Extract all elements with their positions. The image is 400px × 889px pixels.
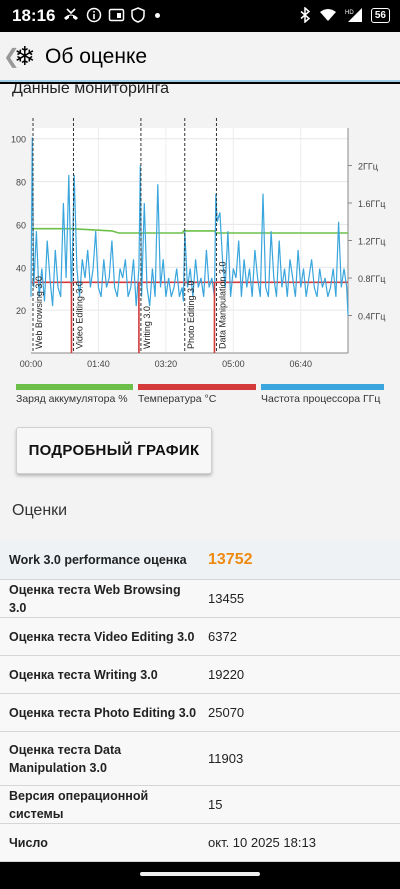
score-row: Версия операционной системы 15 xyxy=(0,786,400,824)
wifi-icon xyxy=(319,9,336,21)
monitoring-section-title: Данные мониторинга xyxy=(12,84,170,97)
x-tick-label: 06:40 xyxy=(290,359,313,369)
legend-cpu-swatch xyxy=(261,384,384,390)
score-row: Оценка теста Data Manipulation 3.0 11903 xyxy=(0,732,400,786)
legend-temperature-swatch xyxy=(138,384,256,390)
y-left-tick-label: 80 xyxy=(16,178,26,188)
x-tick-label: 03:20 xyxy=(155,359,178,369)
score-row: Оценка теста Video Editing 3.0 6372 xyxy=(0,618,400,656)
status-time: 18:16 xyxy=(12,6,56,25)
score-value: 13752 xyxy=(208,550,253,568)
score-row: Оценка теста Photo Editing 3.0 25070 xyxy=(0,694,400,732)
score-row: Число окт. 10 2025 18:13 xyxy=(0,824,400,862)
legend-temperature-label: Температура °C xyxy=(138,393,217,405)
score-row: Оценка теста Writing 3.0 19220 xyxy=(0,656,400,694)
score-label: Оценка теста Photo Editing 3.0 xyxy=(9,705,197,720)
phase-label: Photo Editing 3.0 xyxy=(186,280,196,349)
app-bar: ❮ ❄ Об оценке xyxy=(0,32,400,82)
legend-temperature: Температура °C xyxy=(138,384,256,405)
score-label: Work 3.0 performance оценка xyxy=(9,552,187,567)
y-right-tick-label: 1.2ГГц xyxy=(358,237,385,247)
phase-label: Video Editing 3.0 xyxy=(74,281,84,349)
legend-battery-swatch xyxy=(16,384,133,390)
y-left-tick-label: 20 xyxy=(16,306,26,316)
y-right-tick-label: 2ГГц xyxy=(358,162,378,172)
score-value: 6372 xyxy=(208,629,237,644)
detailed-chart-button[interactable]: ПОДРОБНЫЙ ГРАФИК xyxy=(16,427,212,474)
dot-icon xyxy=(155,12,160,18)
back-icon[interactable]: ❮ xyxy=(3,46,20,68)
x-tick-label: 01:40 xyxy=(87,359,110,369)
status-right-icons: HD 56 xyxy=(299,7,390,23)
score-label: Оценка теста Video Editing 3.0 xyxy=(9,629,195,644)
status-left-icons xyxy=(62,7,160,23)
scores-section-title: Оценки xyxy=(12,502,68,519)
score-row: Work 3.0 performance оценка 13752 xyxy=(0,540,400,580)
monitoring-chart: 20 40 60 80 100 0.4ГГц 0.8ГГц 1.2ГГц 1.6ГГц 2ГГц 0… xyxy=(0,108,400,383)
snowflake-logo-icon: ❄ xyxy=(14,41,36,71)
cast-icon xyxy=(108,8,125,22)
legend-cpu-label: Частота процессора ГГц xyxy=(261,393,381,405)
x-tick-label: 05:00 xyxy=(222,359,245,369)
x-tick-label: 00:00 xyxy=(20,359,43,369)
main-content[interactable]: Данные мониторинга 20 40 60 80 100 0.4ГГц 0.8Г… xyxy=(0,84,400,862)
score-value: 25070 xyxy=(208,705,245,720)
phase-label: Writing 3.0 xyxy=(142,306,152,349)
score-value: 19220 xyxy=(208,667,245,682)
score-row: Оценка теста Web Browsing 3.0 13455 xyxy=(0,580,400,618)
shield-icon xyxy=(131,7,145,23)
plot-area xyxy=(31,128,348,353)
status-bar: 18:16 HD 56 xyxy=(0,0,400,32)
battery-icon: 56 xyxy=(370,7,390,23)
legend-battery-label: Заряд аккумулятора % xyxy=(16,393,128,405)
score-label: Число xyxy=(9,835,48,850)
y-left-tick-label: 60 xyxy=(16,220,26,230)
score-value: 15 xyxy=(208,797,223,812)
hd-signal-icon: HD xyxy=(345,8,362,22)
svg-text:HD: HD xyxy=(345,10,354,16)
page-title: Об оценке xyxy=(45,45,148,68)
score-label: Версия операционной системы xyxy=(9,788,149,821)
series-line-2 xyxy=(30,137,349,316)
info-icon xyxy=(86,7,102,23)
y-right-tick-label: 0.8ГГц xyxy=(358,274,385,284)
score-value: окт. 10 2025 18:13 xyxy=(208,835,316,850)
phase-label: Data Manipulation 3.0 xyxy=(217,261,227,349)
y-left-tick-label: 40 xyxy=(16,263,26,273)
score-value: 11903 xyxy=(208,751,244,766)
y-right-tick-label: 1.6ГГц xyxy=(358,199,385,209)
score-label: Оценка теста Web Browsing 3.0 xyxy=(9,582,181,615)
navigation-bar xyxy=(0,862,400,889)
y-left-tick-label: 100 xyxy=(11,135,26,145)
missed-call-icon xyxy=(64,8,78,20)
home-gesture-handle[interactable] xyxy=(140,872,260,876)
score-label: Оценка теста Writing 3.0 xyxy=(9,667,158,682)
score-label: Оценка теста Data Manipulation 3.0 xyxy=(9,742,122,775)
score-value: 13455 xyxy=(208,591,245,606)
phase-label: Web Browsing 3.0 xyxy=(34,276,44,349)
legend-cpu: Частота процессора ГГц xyxy=(261,384,384,405)
legend-battery: Заряд аккумулятора % xyxy=(16,384,133,405)
bluetooth-icon xyxy=(300,7,311,23)
y-right-tick-label: 0.4ГГц xyxy=(358,312,385,322)
monitoring-chart-svg: 20 40 60 80 100 0.4ГГц 0.8ГГц 1.2ГГц 1.6ГГц 2ГГц 0… xyxy=(11,118,385,369)
